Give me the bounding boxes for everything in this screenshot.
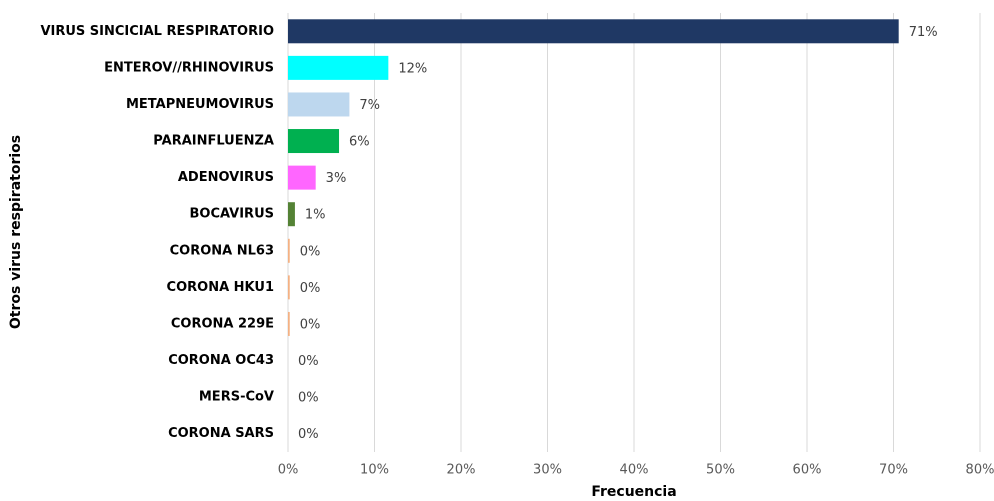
- y-tick-label: ADENOVIRUS: [178, 170, 274, 185]
- bar: [288, 202, 295, 227]
- value-label: 71%: [909, 25, 938, 40]
- value-label: 0%: [298, 427, 319, 442]
- x-tick-label: 60%: [793, 463, 822, 478]
- y-tick-label: CORONA 229E: [171, 316, 274, 331]
- x-tick-label: 30%: [533, 463, 562, 478]
- x-axis-title: Frecuencia: [591, 484, 676, 500]
- value-label: 0%: [300, 244, 321, 259]
- bar: [288, 311, 290, 336]
- x-tick-label: 70%: [879, 463, 908, 478]
- value-label: 12%: [398, 61, 427, 76]
- value-label: 0%: [298, 354, 319, 369]
- y-tick-label: METAPNEUMOVIRUS: [126, 97, 274, 112]
- y-tick-label: MERS-CoV: [199, 390, 274, 405]
- y-tick-label: CORONA HKU1: [167, 280, 274, 295]
- value-label: 0%: [298, 391, 319, 406]
- y-axis-title: Otros virus respiratorios: [8, 135, 24, 329]
- bar: [288, 129, 340, 154]
- x-tick-label: 50%: [706, 463, 735, 478]
- value-label: 3%: [326, 171, 347, 186]
- x-tick-label: 80%: [966, 463, 994, 478]
- value-label: 0%: [300, 281, 321, 296]
- y-tick-label: ENTEROV//RHINOVIRUS: [104, 60, 274, 75]
- x-tick-label: 10%: [360, 463, 389, 478]
- bar: [288, 165, 316, 190]
- y-tick-label: VIRUS SINCICIAL RESPIRATORIO: [40, 24, 274, 39]
- x-tick-label: 0%: [278, 463, 299, 478]
- value-label: 1%: [305, 208, 326, 223]
- bar: [288, 19, 899, 44]
- bar: [288, 238, 290, 263]
- value-label: 6%: [349, 135, 370, 150]
- y-tick-label: BOCAVIRUS: [189, 207, 274, 222]
- value-label: 0%: [300, 317, 321, 332]
- y-tick-label: CORONA OC43: [168, 353, 274, 368]
- bar: [288, 275, 290, 300]
- value-label: 7%: [359, 98, 380, 113]
- bar: [288, 92, 350, 117]
- bar: [288, 55, 389, 80]
- y-tick-label: PARAINFLUENZA: [153, 134, 274, 149]
- y-tick-label: CORONA NL63: [170, 243, 274, 258]
- y-tick-label: CORONA SARS: [168, 426, 274, 441]
- x-tick-label: 20%: [447, 463, 476, 478]
- x-tick-label: 40%: [620, 463, 649, 478]
